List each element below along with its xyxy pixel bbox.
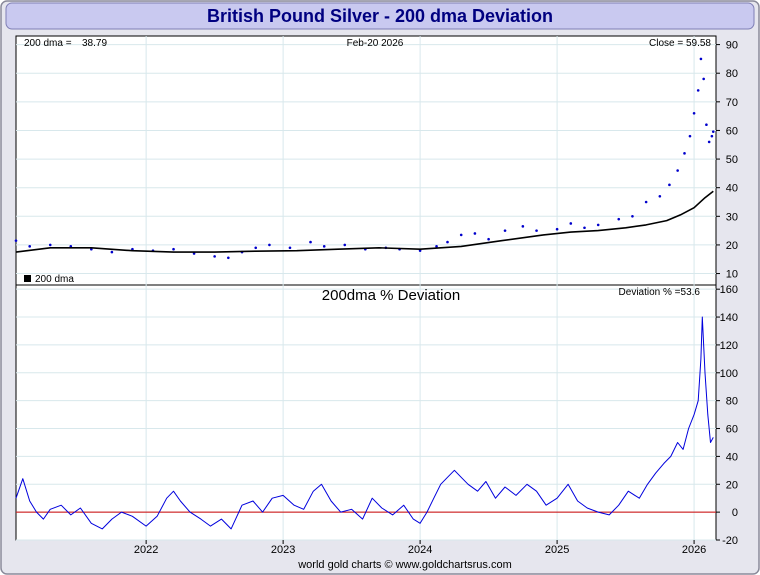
xtick-label: 2022: [134, 544, 158, 556]
close-point: [418, 249, 422, 252]
deviation-title: 200dma % Deviation: [322, 287, 460, 304]
close-point: [683, 152, 686, 155]
close-point: [213, 255, 216, 258]
deviation-ytick-label: 60: [726, 424, 738, 436]
close-point: [555, 227, 559, 231]
deviation-ytick-label: 80: [726, 396, 738, 408]
close-point: [692, 111, 696, 115]
close-point: [644, 200, 648, 204]
price-series-layer: [14, 57, 715, 260]
close-point: [569, 222, 573, 225]
close-point: [705, 123, 708, 127]
footer-credit: world gold charts © www.goldchartsrus.co…: [297, 559, 512, 571]
price-ytick-label: 70: [726, 97, 738, 109]
dma-info-value: 38.79: [82, 38, 107, 49]
deviation-panel: [15, 284, 717, 541]
close-point: [535, 229, 538, 232]
deviation-ytick-label: 140: [720, 312, 738, 324]
price-grid: [16, 36, 716, 285]
price-ytick-label: 50: [726, 154, 738, 166]
close-point: [172, 247, 175, 251]
deviation-ytick-label: -20: [722, 535, 738, 547]
close-point: [658, 194, 662, 198]
close-point: [676, 169, 679, 172]
deviation-ytick-label: 120: [720, 340, 738, 352]
close-point: [268, 243, 271, 247]
close-point: [473, 232, 477, 235]
close-point: [322, 245, 326, 248]
legend-marker-dma: [24, 275, 31, 282]
dma-line: [15, 190, 714, 253]
price-panel: [15, 35, 717, 286]
xtick-label: 2024: [408, 544, 432, 556]
deviation-ytick-label: 100: [720, 368, 738, 380]
dma-info-label: 200 dma =: [24, 38, 72, 49]
deviation-ytick-label: 0: [732, 507, 738, 519]
close-point: [435, 245, 438, 248]
close-point: [343, 243, 347, 247]
price-ytick-label: 80: [726, 68, 738, 80]
deviation-series-layer: [15, 316, 716, 530]
price-ytick-label: 30: [726, 211, 738, 223]
close-point: [446, 240, 449, 244]
xtick-label: 2026: [682, 544, 706, 556]
close-point: [710, 134, 714, 138]
close-point: [288, 246, 292, 250]
close-point: [14, 239, 18, 242]
close-point: [596, 223, 600, 227]
price-ytick-label: 10: [726, 269, 738, 281]
close-point: [702, 77, 705, 81]
close-point: [459, 233, 463, 237]
deviation-ytick-label: 40: [726, 451, 738, 463]
close-point: [668, 183, 671, 187]
xtick-label: 2023: [271, 544, 295, 556]
close-point: [309, 240, 312, 244]
close-point: [48, 243, 52, 247]
deviation-line: [15, 316, 714, 530]
close-point: [583, 226, 586, 230]
close-point: [521, 225, 525, 228]
price-ytick-label: 90: [726, 40, 738, 52]
close-point: [28, 245, 31, 248]
deviation-info: Deviation % =53.6: [619, 287, 701, 298]
close-point: [696, 89, 700, 92]
price-ytick-label: 20: [726, 240, 738, 252]
chart-title: British Pound Silver - 200 dma Deviation: [207, 6, 553, 26]
xtick-label: 2025: [545, 544, 569, 556]
close-point: [688, 134, 692, 138]
close-point: [110, 250, 114, 254]
close-point: [617, 217, 621, 221]
close-point: [487, 237, 490, 241]
close-info: Close = 59.58: [649, 38, 711, 49]
close-point: [707, 140, 711, 144]
legend-label-dma: 200 dma: [35, 274, 74, 285]
close-point: [227, 256, 230, 260]
title-bar: [5, 2, 755, 30]
info-date: Feb-20 2026: [347, 38, 404, 49]
close-point: [699, 57, 703, 61]
close-point: [503, 229, 507, 232]
deviation-ytick-label: 160: [720, 284, 738, 296]
price-ytick-label: 40: [726, 183, 738, 195]
close-point: [631, 215, 634, 218]
price-ytick-label: 60: [726, 125, 738, 137]
axes-layer: 10 20 30 40 50 60 70 80 90 -20 0 20 40 60 80 100 120 140 1…: [134, 40, 738, 556]
close-point: [254, 246, 258, 250]
close-point: [711, 130, 715, 133]
deviation-ytick-label: 20: [726, 479, 738, 491]
